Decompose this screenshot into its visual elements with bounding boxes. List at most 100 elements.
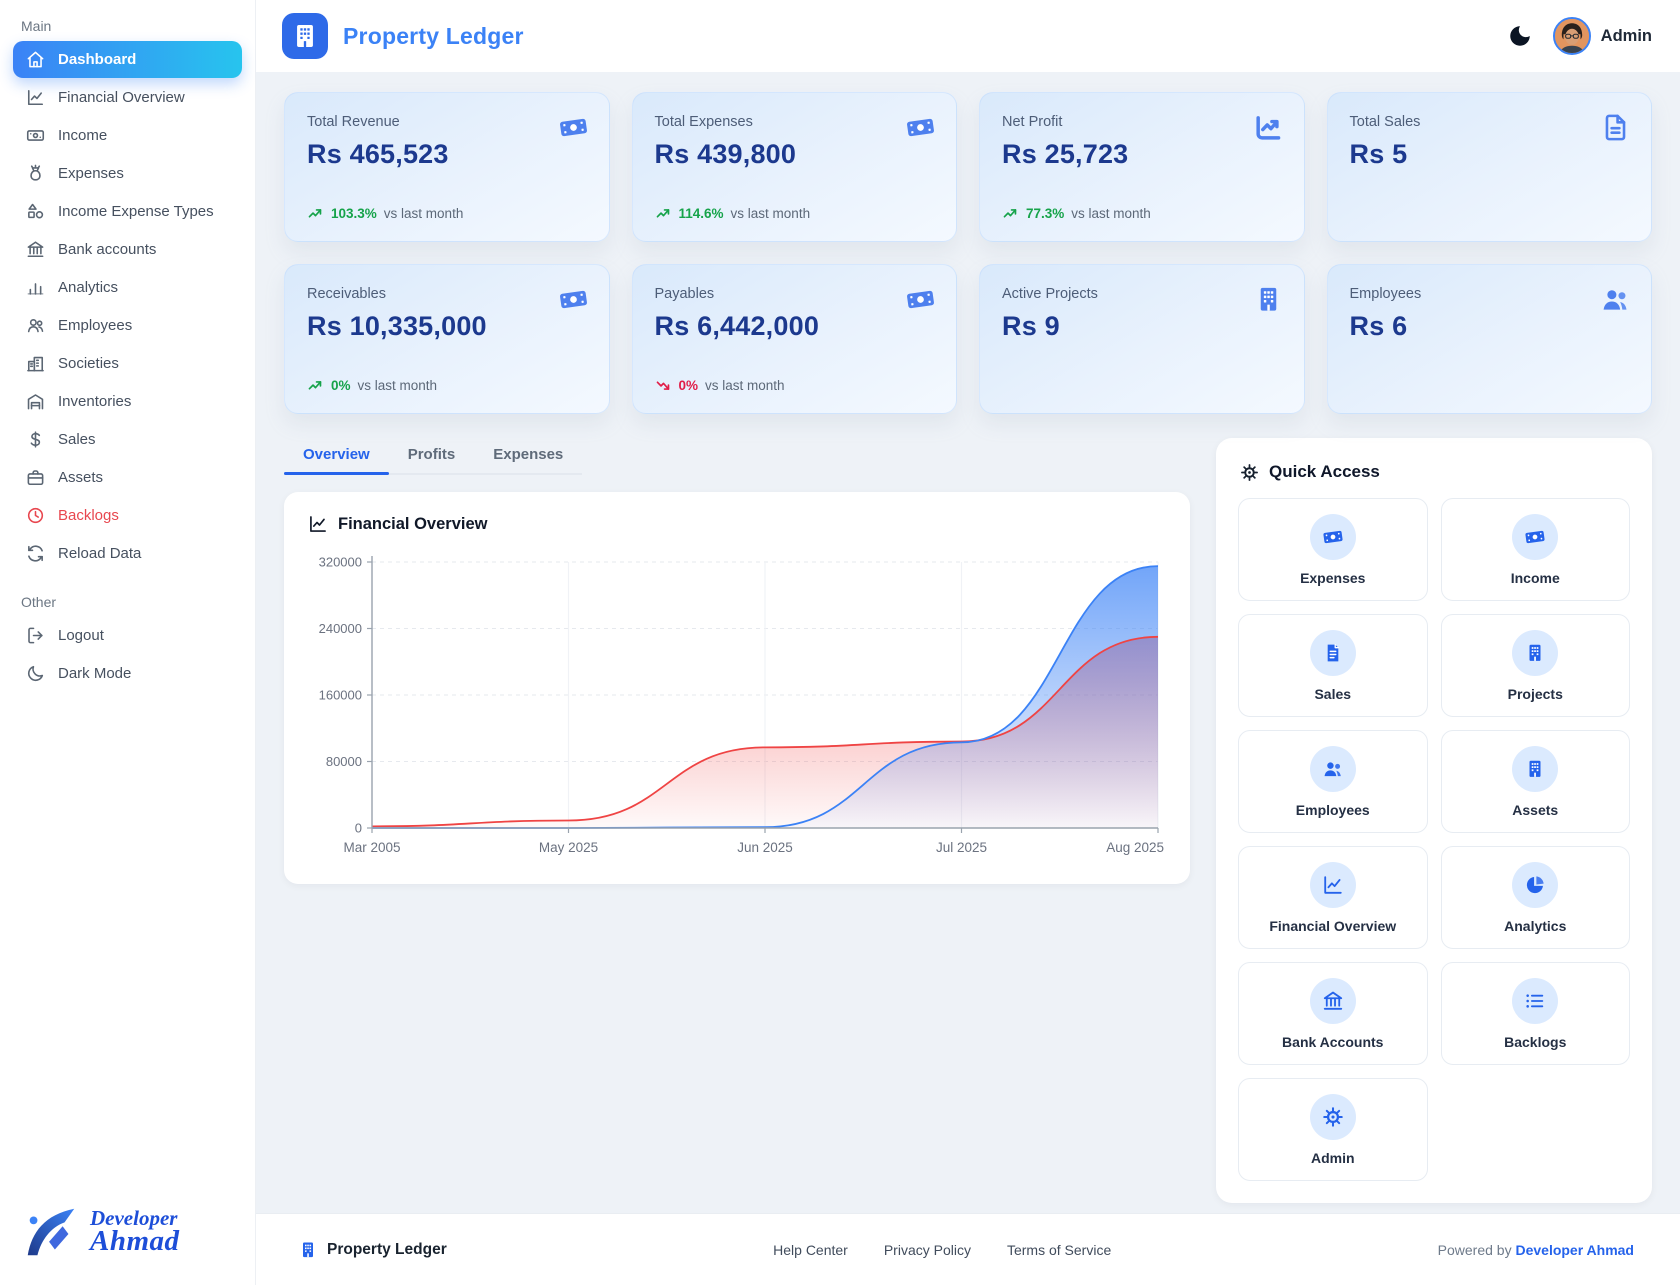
logout-icon [26, 626, 45, 645]
svg-text:Jun 2025: Jun 2025 [737, 840, 793, 855]
sidebar-item-label: Reload Data [58, 545, 142, 562]
quick-access-sales[interactable]: Sales [1238, 614, 1428, 717]
footer-link-privacy-policy[interactable]: Privacy Policy [883, 1241, 971, 1258]
quick-access-label: Projects [1507, 686, 1563, 702]
dark-mode-toggle-icon[interactable] [1507, 23, 1533, 49]
stat-card-payables: Payables Rs 6,442,000 0% vs last month [631, 264, 957, 414]
quick-access-employees[interactable]: Employees [1238, 730, 1428, 833]
sidebar-item-societies[interactable]: Societies [13, 345, 242, 382]
stat-label: Total Sales [1349, 114, 1421, 130]
trend-percent: 77.3% [1026, 206, 1065, 221]
avatar [1552, 17, 1591, 55]
quick-access-financial-overview[interactable]: Financial Overview [1238, 846, 1428, 949]
trend-down-icon [655, 377, 672, 394]
building-icon [1253, 284, 1284, 315]
quick-access-assets[interactable]: Assets [1440, 730, 1630, 833]
quick-access-label: Financial Overview [1269, 918, 1397, 934]
sidebar-item-bank-accounts[interactable]: Bank accounts [13, 231, 242, 268]
stat-card-total-revenue: Total Revenue Rs 465,523 103.3% vs last mon… [284, 92, 610, 242]
stat-value: Rs 10,335,000 [307, 311, 487, 341]
sidebar-item-reload-data[interactable]: Reload Data [13, 535, 242, 572]
trend-note: vs last month [383, 206, 464, 221]
sidebar-item-analytics[interactable]: Analytics [13, 269, 242, 306]
city-icon [26, 354, 45, 373]
stat-label: Receivables [307, 286, 386, 302]
quick-access-title: Quick Access [1269, 462, 1380, 481]
quick-access-bank-accounts[interactable]: Bank Accounts [1238, 962, 1428, 1065]
sidebar-item-income-expense-types[interactable]: Income Expense Types [13, 193, 242, 230]
sidebar-item-expenses[interactable]: Expenses [13, 155, 242, 192]
quick-access-admin[interactable]: Admin [1238, 1078, 1428, 1181]
trend-percent: 114.6% [678, 206, 724, 221]
sidebar-item-sales[interactable]: Sales [13, 421, 242, 458]
stat-trend: 0% vs last month [655, 377, 785, 394]
sidebar-item-label: Analytics [58, 279, 119, 296]
quick-access-label: Expenses [1300, 570, 1366, 586]
sidebar-item-inventories[interactable]: Inventories [13, 383, 242, 420]
tab-profits[interactable]: Profits [389, 438, 475, 473]
banknote-icon [1524, 526, 1546, 548]
stat-trend: 103.3% vs last month [307, 205, 463, 222]
refresh-icon [26, 544, 45, 563]
svg-text:80000: 80000 [326, 754, 362, 769]
trend-up-icon [655, 205, 672, 222]
stat-label: Total Revenue [307, 114, 400, 130]
sidebar-item-logout[interactable]: Logout [13, 617, 242, 654]
svg-text:160000: 160000 [319, 688, 362, 703]
stat-label: Employees [1349, 286, 1422, 302]
quick-access-projects[interactable]: Projects [1440, 614, 1630, 717]
tab-expenses[interactable]: Expenses [474, 438, 582, 473]
quick-access-analytics[interactable]: Analytics [1440, 846, 1630, 949]
svg-text:May 2025: May 2025 [539, 840, 598, 855]
sidebar-item-label: Expenses [58, 165, 124, 182]
users-icon [1600, 284, 1631, 315]
footer-link-terms-of-service[interactable]: Terms of Service [1006, 1241, 1112, 1258]
sidebar-item-dark-mode[interactable]: Dark Mode [13, 655, 242, 692]
sidebar-item-income[interactable]: Income [13, 117, 242, 154]
quick-access-label: Bank Accounts [1282, 1034, 1384, 1050]
trend-chart-icon [1253, 112, 1284, 143]
app-title: Property Ledger [343, 22, 524, 49]
bank-icon [1322, 990, 1344, 1012]
sidebar-item-financial-overview[interactable]: Financial Overview [13, 79, 242, 116]
stat-card-active-projects: Active Projects Rs 9 [979, 264, 1305, 414]
stat-value: Rs 6,442,000 [654, 311, 820, 341]
briefcase-icon [26, 468, 45, 487]
list-icon [1524, 990, 1546, 1012]
stat-value: Rs 25,723 [1002, 139, 1129, 169]
gear-icon [1240, 463, 1259, 482]
building-icon [291, 22, 319, 50]
overview-column: Overview Profits Expenses Financial Overvi… [284, 438, 1190, 884]
sidebar-item-assets[interactable]: Assets [13, 459, 242, 496]
stat-label: Payables [654, 286, 715, 302]
dollar-icon [26, 430, 45, 449]
financial-overview-card: Financial Overview 0 80000 160000 240000 320… [284, 492, 1190, 884]
tab-overview[interactable]: Overview [284, 438, 389, 475]
stats-grid: Total Revenue Rs 465,523 103.3% vs last mon… [284, 92, 1652, 414]
powered-by-brand-link[interactable]: Developer Ahmad [1515, 1241, 1634, 1258]
sidebar-item-label: Societies [58, 355, 119, 372]
sidebar: Main Dashboard Financial Overview Income Exp… [0, 0, 256, 1285]
banknote-icon [1322, 526, 1344, 548]
sidebar-item-label: Financial Overview [58, 89, 185, 106]
building-icon [1524, 758, 1546, 780]
footer-brand: Property Ledger [298, 1240, 447, 1260]
stat-card-net-profit: Net Profit Rs 25,723 77.3% vs last month [979, 92, 1305, 242]
sidebar-item-backlogs[interactable]: Backlogs [13, 497, 242, 534]
quick-access-income[interactable]: Income [1440, 498, 1630, 601]
stat-card-receivables: Receivables Rs 10,335,000 0% vs last month [284, 264, 610, 414]
stat-card-employees: Employees Rs 6 [1326, 264, 1652, 414]
stat-value: Rs 6 [1349, 311, 1408, 341]
stat-trend: 0% vs last month [307, 377, 437, 394]
sidebar-item-label: Income [58, 127, 108, 144]
trend-up-icon [1002, 205, 1019, 222]
svg-text:320000: 320000 [319, 555, 362, 570]
user-menu[interactable]: Admin [1552, 17, 1652, 55]
sidebar-item-employees[interactable]: Employees [13, 307, 242, 344]
quick-access-backlogs[interactable]: Backlogs [1440, 962, 1630, 1065]
stat-value: Rs 439,800 [654, 139, 797, 169]
sidebar-item-dashboard[interactable]: Dashboard [13, 41, 242, 78]
footer-link-help-center[interactable]: Help Center [773, 1241, 848, 1258]
quick-access-expenses[interactable]: Expenses [1238, 498, 1428, 601]
